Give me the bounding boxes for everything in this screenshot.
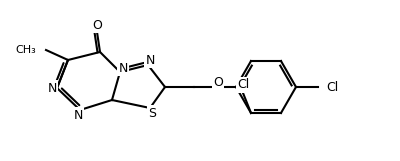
Text: CH₃: CH₃ [15, 45, 36, 55]
Text: O: O [213, 76, 223, 89]
Text: N: N [73, 109, 83, 122]
Text: N: N [145, 53, 155, 66]
Text: Cl: Cl [326, 80, 338, 94]
Text: S: S [148, 106, 156, 119]
Text: N: N [47, 81, 57, 95]
Text: N: N [118, 62, 128, 75]
Text: Cl: Cl [237, 78, 249, 91]
Text: O: O [92, 19, 102, 32]
